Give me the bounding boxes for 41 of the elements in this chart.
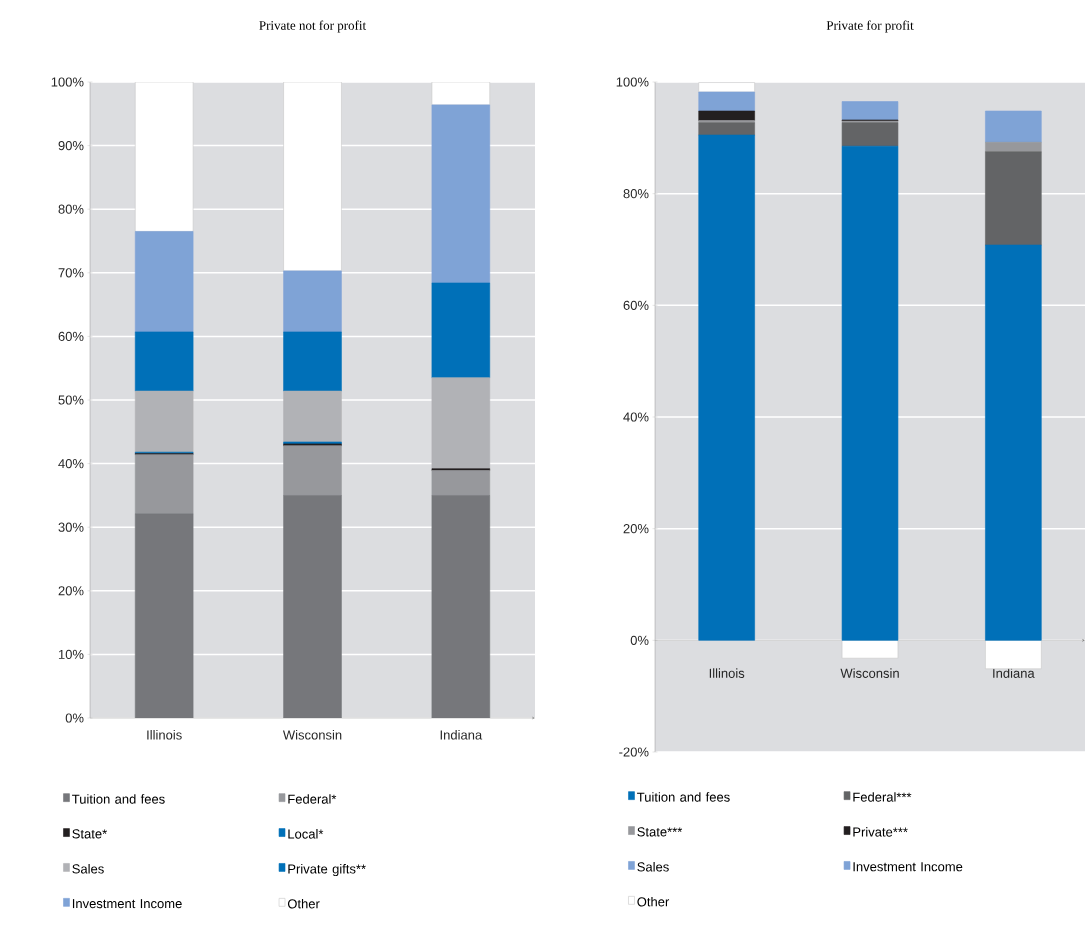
legend-label: Private*** bbox=[853, 827, 908, 837]
y-tick-label: 30% bbox=[58, 522, 84, 532]
legend-label: Investment Income bbox=[72, 899, 182, 909]
y-tick-label: 80% bbox=[623, 189, 649, 199]
y-tick-label: 20% bbox=[623, 524, 649, 534]
y-tick-label: 60% bbox=[58, 331, 84, 341]
y-tick-label: 10% bbox=[58, 649, 84, 659]
legend-label: Federal* bbox=[288, 794, 337, 804]
y-tick-label: 0% bbox=[630, 635, 649, 645]
y-tick-label: 20% bbox=[58, 586, 84, 596]
legend-label: Other bbox=[287, 898, 320, 909]
legend-label: State*** bbox=[637, 827, 683, 837]
chart-title: Private for profit bbox=[826, 20, 914, 33]
legend-label: Federal*** bbox=[853, 792, 912, 802]
y-tick-label: 90% bbox=[58, 140, 84, 151]
x-tick-label: Indiana bbox=[993, 668, 1035, 678]
y-tick-label: 100% bbox=[51, 77, 84, 87]
legend-label: Sales bbox=[72, 863, 104, 874]
legend-label: Tuition and fees bbox=[637, 792, 730, 802]
y-tick-label: 0% bbox=[65, 713, 84, 723]
legend-label: Local* bbox=[288, 829, 324, 839]
x-tick-label: Wisconsin bbox=[840, 668, 899, 678]
y-tick-label: 40% bbox=[58, 458, 84, 469]
legend-label: Sales bbox=[637, 861, 669, 872]
y-tick-label: 50% bbox=[58, 395, 84, 405]
y-tick-label: 100% bbox=[616, 77, 649, 87]
y-tick-label: 70% bbox=[58, 268, 84, 278]
y-tick-label: -20% bbox=[619, 747, 649, 757]
legend-label: Private gifts** bbox=[288, 863, 366, 877]
x-tick-label: Illinois bbox=[147, 730, 182, 740]
x-tick-label: Wisconsin bbox=[282, 730, 342, 740]
legend-label: Other bbox=[637, 896, 670, 907]
y-tick-label: 60% bbox=[623, 300, 649, 310]
y-tick-label: 40% bbox=[623, 412, 649, 422]
chart-title: Private not for profit bbox=[259, 20, 367, 33]
x-tick-label: Illinois bbox=[709, 668, 745, 678]
y-tick-label: 80% bbox=[58, 204, 84, 214]
x-tick-label: Indiana bbox=[440, 730, 483, 740]
legend-label: Investment Income bbox=[853, 862, 963, 872]
legend-label: State* bbox=[72, 829, 107, 839]
legend-label: Tuition and fees bbox=[72, 794, 165, 804]
